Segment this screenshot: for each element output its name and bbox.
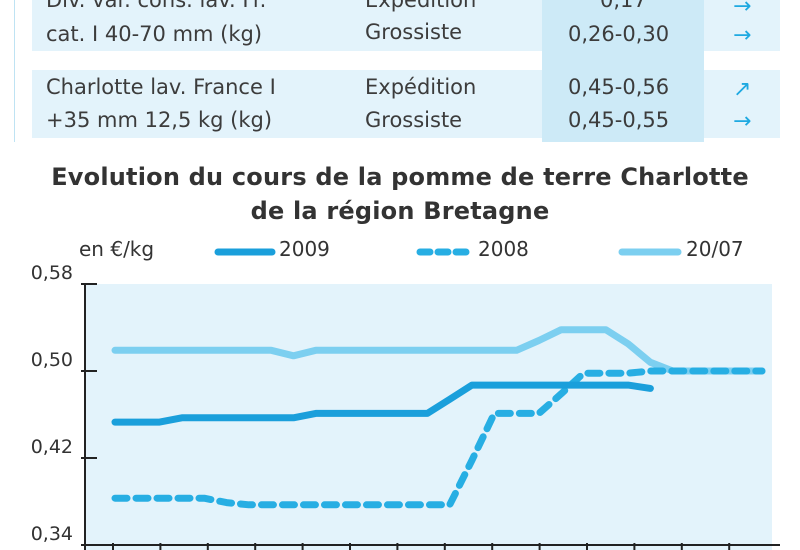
y-tick-label: 0,50 xyxy=(31,349,73,371)
legend-label-2007: 20/07 xyxy=(686,237,744,261)
price-value: 0,45-0,55 xyxy=(568,108,670,132)
chart-title-line: de la région Bretagne xyxy=(250,197,550,225)
trend-arrow-icon: ↗ xyxy=(733,77,752,102)
chart-title-line: Evolution du cours de la pomme de terre … xyxy=(51,163,749,191)
product-label: Div. var. cons. lav. Fr. xyxy=(46,0,267,12)
stage-label: Grossiste xyxy=(365,108,463,132)
table-left-rule xyxy=(14,0,15,142)
y-tick-label: 0,42 xyxy=(31,436,73,458)
stage-label: Expédition xyxy=(365,75,477,99)
y-tick-label: 0,58 xyxy=(31,262,73,284)
price-value: 0,17 xyxy=(600,0,647,12)
legend-label-2008: 2008 xyxy=(478,237,529,261)
trend-arrow-icon: → xyxy=(733,0,752,19)
trend-arrow-icon: → xyxy=(733,109,752,134)
chart-series xyxy=(111,326,766,509)
series-line-20-07 xyxy=(111,326,766,375)
trend-arrow-icon: → xyxy=(733,23,752,48)
y-tick-label: 0,34 xyxy=(31,523,73,545)
y-axis-unit-label: en €/kg xyxy=(79,237,155,261)
price-value: 0,45-0,56 xyxy=(568,75,670,99)
series-line-2008 xyxy=(111,367,766,509)
product-label: Charlotte lav. France I xyxy=(46,75,276,99)
stage-label: Grossiste xyxy=(365,20,463,44)
legend-label-2009: 2009 xyxy=(279,237,330,261)
chart-title: Evolution du cours de la pomme de terre … xyxy=(0,160,800,228)
product-label: cat. I 40-70 mm (kg) xyxy=(46,22,263,46)
price-value: 0,26-0,30 xyxy=(568,22,670,46)
series-line-2009 xyxy=(111,381,654,426)
y-axis-ticks: 0,58 0,50 0,42 0,34 xyxy=(31,262,97,546)
product-label: +35 mm 12,5 kg (kg) xyxy=(46,108,273,132)
price-column-band xyxy=(542,0,704,142)
stage-label: Expédition xyxy=(365,0,477,12)
